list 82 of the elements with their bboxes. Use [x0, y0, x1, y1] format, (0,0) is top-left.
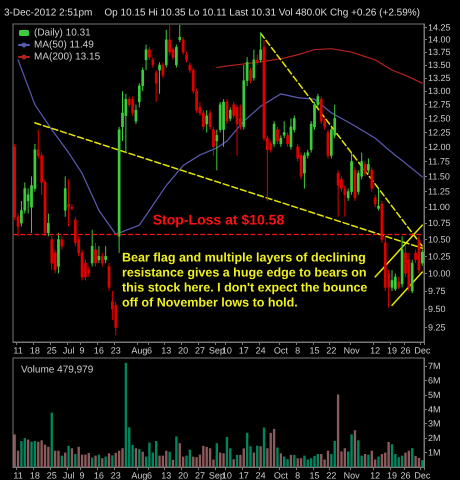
y-tick-label: 7M [428, 361, 441, 372]
x-tick-label: 16 [94, 470, 104, 480]
x-tick-label: 9 [80, 346, 85, 356]
y-tick-label: 2M [428, 433, 441, 444]
x-tick-label: 26 [400, 346, 410, 356]
y-tick-label: 11.50 [428, 171, 450, 182]
y-tick-label: 12.25 [428, 127, 451, 138]
x-tick-label: 11 [13, 346, 23, 356]
y-tick-label: 3M [428, 418, 441, 429]
text: 3-Dec-2012 2:51pm [4, 8, 92, 18]
x-tick-label: 12 [370, 470, 380, 480]
x-tick-label: Oct [274, 346, 288, 356]
x-tick-label: Nov [344, 470, 360, 480]
y-tick-label: 10.75 [428, 218, 451, 228]
x-tick-label: 15 [310, 470, 320, 480]
x-tick-label: 25 [46, 470, 57, 480]
legend-label: (Daily) 10.31 [34, 28, 92, 38]
y-tick-label: 12.75 [428, 100, 451, 110]
x-tick-label: 6 [146, 470, 152, 480]
y-tick-label: 9.75 [428, 286, 446, 296]
x-tick-label: 23 [110, 470, 121, 480]
x-tick-label: 27 [194, 346, 205, 356]
x-tick-label: 16 [94, 346, 104, 356]
text: Op 10.15 Hi 10.35 Lo 10.11 Last 10.31 Vol 480.0K Chg +0.26 (+2.59%) [104, 8, 420, 18]
y-tick-label: 11.00 [428, 202, 450, 212]
text: Volume 479,979 [21, 364, 94, 376]
y-tick-label: 9.50 [428, 304, 446, 314]
x-tick-label: 23 [110, 346, 121, 356]
x-tick-label: 18 [30, 470, 40, 480]
y-tick-label: 5M [428, 390, 441, 400]
x-tick-label: 19 [386, 346, 398, 356]
x-tick-label: 8 [295, 470, 300, 480]
y-tick-label: 10.25 [428, 251, 451, 262]
x-tick-label: 13 [161, 346, 172, 356]
x-tick-label: 15 [310, 346, 320, 356]
x-tick-label: 6 [146, 346, 152, 356]
x-tick-label: Dec [414, 346, 431, 356]
y-tick-label: 13.00 [428, 86, 451, 96]
legend-label: MA(200) 13.15 [34, 52, 101, 62]
x-tick-label: Aug [131, 470, 148, 480]
y-tick-label: 11.25 [428, 186, 450, 197]
x-tick-label: 9 [80, 470, 85, 480]
y-tick-label: 1M [428, 448, 441, 458]
y-tick-label: 11.75 [428, 156, 450, 166]
x-tick-label: 24 [256, 346, 266, 356]
x-tick-label: 22 [326, 346, 336, 356]
y-tick-label: 14.00 [428, 34, 451, 45]
x-tick-label: Nov [344, 346, 360, 356]
y-tick-label: 13.75 [428, 47, 451, 58]
y-tick-label: 10.00 [428, 268, 451, 278]
x-tick-label: 25 [46, 346, 57, 356]
y-tick-label: 14.25 [428, 22, 451, 32]
y-tick-label: 4M [428, 404, 441, 414]
legend-label: MA(50) 11.49 [34, 40, 94, 50]
ref-line-label: Stop-Loss at $10.58 [152, 211, 284, 228]
x-tick-label: 17 [238, 346, 249, 356]
x-tick-label: Dec [414, 470, 431, 480]
x-tick-label: Aug [131, 346, 148, 356]
x-tick-label: Jul [62, 346, 74, 356]
x-tick-label: 18 [30, 346, 40, 356]
x-tick-label: 26 [400, 470, 410, 480]
x-tick-label: 13 [161, 470, 172, 480]
x-tick-label: 27 [194, 470, 205, 480]
x-tick-label: 12 [370, 346, 380, 356]
x-tick-label: Jul [62, 470, 74, 480]
x-tick-label: 19 [386, 470, 398, 480]
y-tick-label: 6M [428, 375, 441, 386]
x-tick-label: 8 [295, 346, 300, 356]
y-tick-label: 9.25 [428, 322, 446, 333]
y-tick-label: 12.00 [428, 142, 451, 152]
y-tick-label: 10.50 [428, 234, 451, 245]
x-tick-label: 24 [256, 470, 266, 480]
y-tick-label: 13.25 [428, 72, 451, 83]
x-tick-label: 20 [178, 470, 188, 480]
x-tick-label: 11 [13, 470, 23, 480]
y-tick-label: 12.50 [428, 113, 451, 124]
y-tick-label: 13.50 [428, 60, 451, 70]
x-tick-label: 17 [238, 470, 249, 480]
annotation: Bear flag and multiple layers of declining resistance gives a huge edge to bears on this stock here. I don't expect the bounce off of November lows to hold. [122, 250, 371, 310]
x-tick-label: 22 [326, 470, 336, 480]
x-tick-label: Oct [274, 470, 288, 480]
x-tick-label: 20 [178, 346, 188, 356]
